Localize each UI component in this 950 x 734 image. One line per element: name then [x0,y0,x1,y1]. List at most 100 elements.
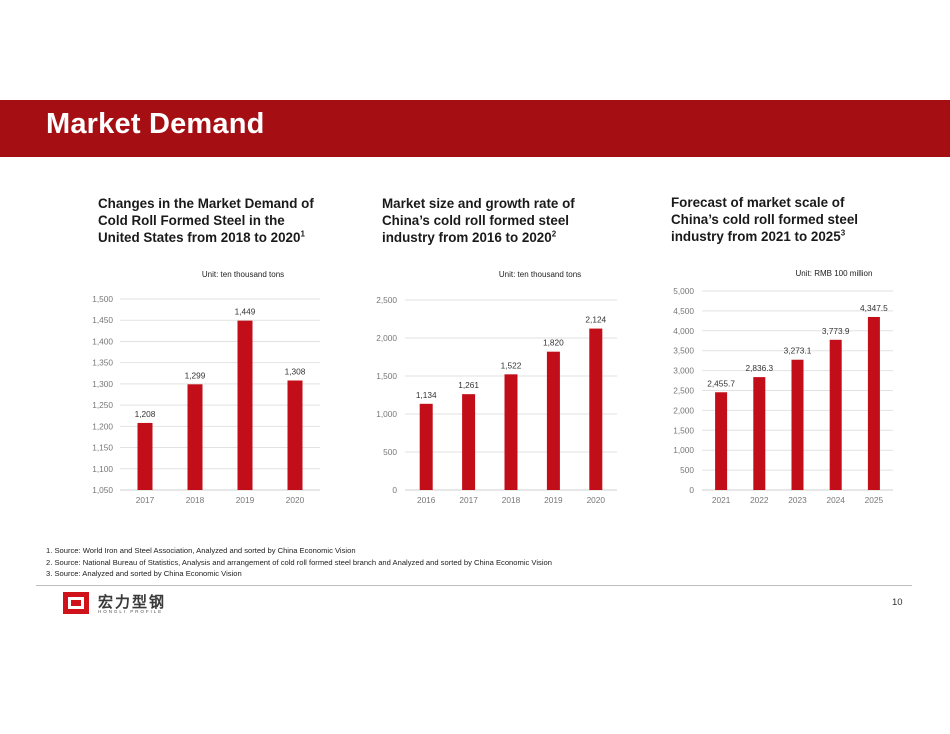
data-label: 3,273.1 [784,346,812,356]
y-tick-label: 1,050 [92,485,113,495]
chart-2-title-text: industry from 2016 to 2020 [382,230,552,245]
x-tick-label: 2020 [587,495,606,505]
chart-1-title-line: Changes in the Market Demand of [98,196,314,211]
y-tick-label: 2,500 [673,386,694,396]
chart-2-unit-label: Unit: ten thousand tons [499,270,581,279]
data-label: 1,261 [458,380,479,390]
y-tick-label: 2,000 [376,333,397,343]
logo-name-cn: 宏力型钢 [98,593,167,611]
y-tick-label: 1,500 [92,294,113,304]
data-label: 1,134 [416,390,437,400]
chart-3-footnote-ref: 3 [840,228,846,238]
bar [867,316,880,490]
data-label: 2,836.3 [745,363,773,373]
footer-divider [36,585,912,586]
bar [287,380,303,490]
sources-list: 1. Source: World Iron and Steel Associat… [46,545,552,580]
data-label: 2,124 [585,315,606,325]
chart-1-title: Changes in the Market Demand of Cold Rol… [98,195,325,246]
data-label: 1,522 [501,360,522,370]
y-tick-label: 1,450 [92,315,113,325]
data-label: 4,347.5 [860,303,888,313]
bar [504,374,518,490]
chart-3-unit-label: Unit: RMB 100 million [796,269,873,278]
bar [753,377,766,490]
chart-3-title: Forecast of market scale of China’s cold… [671,194,901,245]
x-tick-label: 2022 [750,495,769,505]
x-tick-label: 2017 [136,495,155,505]
x-tick-label: 2020 [286,495,305,505]
bar [829,339,842,490]
chart-2-title-line: Market size and growth rate of [382,196,575,211]
bar [791,359,804,490]
x-tick-label: 2018 [186,495,205,505]
y-tick-label: 1,300 [92,379,113,389]
page-number: 10 [892,597,903,608]
x-tick-label: 2024 [826,495,845,505]
bar [237,320,253,490]
x-tick-label: 2019 [236,495,255,505]
x-tick-label: 2023 [788,495,807,505]
data-label: 1,820 [543,338,564,348]
title-banner: Market Demand [0,100,950,157]
y-tick-label: 4,000 [673,326,694,336]
y-tick-label: 1,500 [376,371,397,381]
y-tick-label: 1,100 [92,464,113,474]
bar [462,394,476,490]
x-tick-label: 2021 [712,495,731,505]
y-tick-label: 4,500 [673,306,694,316]
y-tick-label: 2,000 [673,405,694,415]
bar [419,403,433,490]
chart-1-title-text: United States from 2018 to 2020 [98,230,301,245]
chart-3: Unit: RMB 100 million 0 500 1,000 1,500 2,000… [673,269,893,505]
x-tick-label: 2016 [417,495,436,505]
source-line: 3. Source: Analyzed and sorted by China … [46,569,242,578]
y-tick-label: 0 [689,485,694,495]
bar [187,384,203,490]
chart-2-title-line: China’s cold roll formed steel [382,213,570,228]
y-tick-label: 1,350 [92,358,113,368]
y-tick-label: 0 [392,485,397,495]
y-tick-label: 1,200 [92,421,113,431]
source-line: 1. Source: World Iron and Steel Associat… [46,546,356,555]
page-title: Market Demand [46,108,265,140]
data-label: 1,449 [235,307,256,317]
chart-2-title: Market size and growth rate of China’s c… [382,195,610,246]
bar [137,422,153,490]
hongli-logo-icon [63,592,89,614]
chart-1-unit-label: Unit: ten thousand tons [202,270,284,279]
y-tick-label: 1,150 [92,443,113,453]
y-tick-label: 1,000 [376,409,397,419]
y-tick-label: 500 [383,447,397,457]
x-tick-label: 2025 [865,495,884,505]
chart-3-title-line: Forecast of market scale of [671,195,845,210]
chart-3-title-text: industry from 2021 to 2025 [671,229,841,244]
y-tick-label: 3,500 [673,346,694,356]
chart-1-footnote-ref: 1 [300,229,305,239]
chart-2-title-line: industry from 2016 to 20202 [382,229,610,246]
chart-1: Unit: ten thousand tons 1,050 1,100 1,150 1,… [92,270,320,505]
chart-3-title-line: industry from 2021 to 20253 [671,228,901,245]
x-tick-label: 2017 [459,495,478,505]
chart-2-footnote-ref: 2 [551,229,557,239]
chart-1-title-line: Cold Roll Formed Steel in the [98,213,285,228]
data-label: 1,308 [285,366,306,376]
bar [546,351,560,490]
y-tick-label: 500 [680,465,694,475]
x-tick-label: 2018 [502,495,521,505]
y-tick-label: 3,000 [673,366,694,376]
y-tick-label: 1,400 [92,336,113,346]
y-tick-label: 1,250 [92,400,113,410]
chart-2: Unit: ten thousand tons 0 500 1,000 1,500 2,0… [376,270,617,505]
y-tick-label: 5,000 [673,286,694,296]
x-tick-label: 2019 [544,495,563,505]
bar [589,328,603,490]
chart-1-title-line: United States from 2018 to 20201 [98,229,325,246]
y-tick-label: 1,000 [673,445,694,455]
data-label: 1,208 [135,409,156,419]
data-label: 1,299 [185,370,206,380]
logo-name-en: HONGLI PROFILE [98,609,164,614]
bar [715,392,728,490]
y-tick-label: 1,500 [673,425,694,435]
